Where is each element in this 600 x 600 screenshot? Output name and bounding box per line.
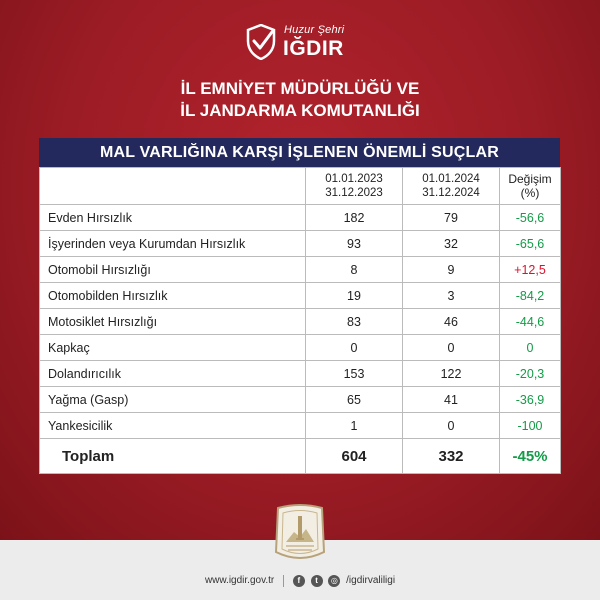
row-2023-value: 83 (305, 308, 403, 335)
row-2024-value: 0 (402, 412, 500, 439)
heading-line-2: İL JANDARMA KOMUTANLIĞI (180, 101, 420, 120)
footer: www.igdir.gov.tr f t ◎ /igdirvaliligi (0, 571, 600, 591)
period-2023-end: 31.12.2023 (325, 187, 383, 199)
row-change: -65,6 (499, 230, 561, 257)
row-change: -44,6 (499, 308, 561, 335)
instagram-icon[interactable]: ◎ (328, 575, 341, 587)
table-row: Yankesicilik 1 0 -100 (39, 412, 561, 439)
data-table: 01.01.2023 31.12.2023 01.01.2024 31.12.2… (39, 167, 561, 474)
table-header-row: 01.01.2023 31.12.2023 01.01.2024 31.12.2… (39, 167, 561, 205)
governorship-emblem-icon (274, 504, 326, 559)
header-change: Değişim (%) (499, 167, 561, 205)
row-change: +12,5 (499, 256, 561, 283)
row-name: İşyerinden veya Kurumdan Hırsızlık (39, 230, 306, 257)
row-change: -100 (499, 412, 561, 439)
crime-statistics-table: MAL VARLIĞINA KARŞI İŞLENEN ÖNEMLİ SUÇLA… (39, 138, 561, 474)
row-2023-value: 8 (305, 256, 403, 283)
row-2023-value: 19 (305, 282, 403, 309)
row-2023-value: 1 (305, 412, 403, 439)
heading-line-1: İL EMNİYET MÜDÜRLÜĞÜ VE (180, 79, 420, 98)
table-row: Kapkaç 0 0 0 (39, 334, 561, 361)
total-row: Toplam 604 332 -45% (39, 438, 561, 474)
row-2024-value: 0 (402, 334, 500, 361)
period-2024-start: 01.01.2024 (422, 173, 480, 185)
table-row: Motosiklet Hırsızlığı 83 46 -44,6 (39, 308, 561, 335)
table-row: Evden Hırsızlık 182 79 -56,6 (39, 204, 561, 231)
table-row: Otomobil Hırsızlığı 8 9 +12,5 (39, 256, 561, 283)
row-change: -56,6 (499, 204, 561, 231)
table-body: Evden Hırsızlık 182 79 -56,6 İşyerinden veya… (39, 204, 561, 439)
table-title: MAL VARLIĞINA KARŞI İŞLENEN ÖNEMLİ SUÇLA… (39, 138, 560, 167)
total-change: -45% (499, 438, 561, 474)
website-link[interactable]: www.igdir.gov.tr (204, 575, 275, 586)
table-row: Yağma (Gasp) 65 41 -36,9 (39, 386, 561, 413)
row-change: -84,2 (499, 282, 561, 309)
table-row: Otomobilden Hırsızlık 19 3 -84,2 (39, 282, 561, 309)
table-row: İşyerinden veya Kurumdan Hırsızlık 93 32 -6… (39, 230, 561, 257)
total-2024: 332 (402, 438, 500, 474)
social-handle[interactable]: /igdirvaliligi (346, 575, 396, 586)
brand-tagline: Huzur Şehri (284, 24, 345, 36)
period-2024-end: 31.12.2024 (422, 187, 480, 199)
row-2024-value: 41 (402, 386, 500, 413)
facebook-icon[interactable]: f (292, 575, 305, 587)
row-name: Otomobilden Hırsızlık (39, 282, 306, 309)
row-change: -20,3 (499, 360, 561, 387)
shield-check-icon (246, 24, 276, 60)
row-2023-value: 153 (305, 360, 403, 387)
table-row: Dolandırıcılık 153 122 -20,3 (39, 360, 561, 387)
header-period-2023: 01.01.2023 31.12.2023 (305, 167, 403, 205)
row-2024-value: 9 (402, 256, 500, 283)
header-period-2024: 01.01.2024 31.12.2024 (402, 167, 500, 205)
row-name: Otomobil Hırsızlığı (39, 256, 306, 283)
row-2024-value: 46 (402, 308, 500, 335)
footer-divider (283, 575, 285, 587)
row-2023-value: 182 (305, 204, 403, 231)
row-name: Evden Hırsızlık (39, 204, 306, 231)
row-2023-value: 93 (305, 230, 403, 257)
row-name: Kapkaç (39, 334, 306, 361)
twitter-icon[interactable]: t (310, 575, 323, 587)
row-2024-value: 3 (402, 282, 500, 309)
row-change: -36,9 (499, 386, 561, 413)
brand-logo: Huzur Şehri IĞDIR (246, 22, 366, 66)
row-2024-value: 32 (402, 230, 500, 257)
row-name: Dolandırıcılık (39, 360, 306, 387)
brand-name: IĞDIR (283, 37, 344, 60)
total-label: Toplam (39, 438, 306, 474)
row-change: 0 (499, 334, 561, 361)
row-name: Motosiklet Hırsızlığı (39, 308, 306, 335)
period-2023-start: 01.01.2023 (325, 173, 383, 185)
row-name: Yankesicilik (39, 412, 306, 439)
row-name: Yağma (Gasp) (39, 386, 306, 413)
page-heading: İL EMNİYET MÜDÜRLÜĞÜ VE İL JANDARMA KOMU… (0, 78, 600, 122)
row-2024-value: 122 (402, 360, 500, 387)
row-2023-value: 65 (305, 386, 403, 413)
total-2023: 604 (305, 438, 403, 474)
header-empty-cell (39, 167, 306, 205)
row-2024-value: 79 (402, 204, 500, 231)
row-2023-value: 0 (305, 334, 403, 361)
